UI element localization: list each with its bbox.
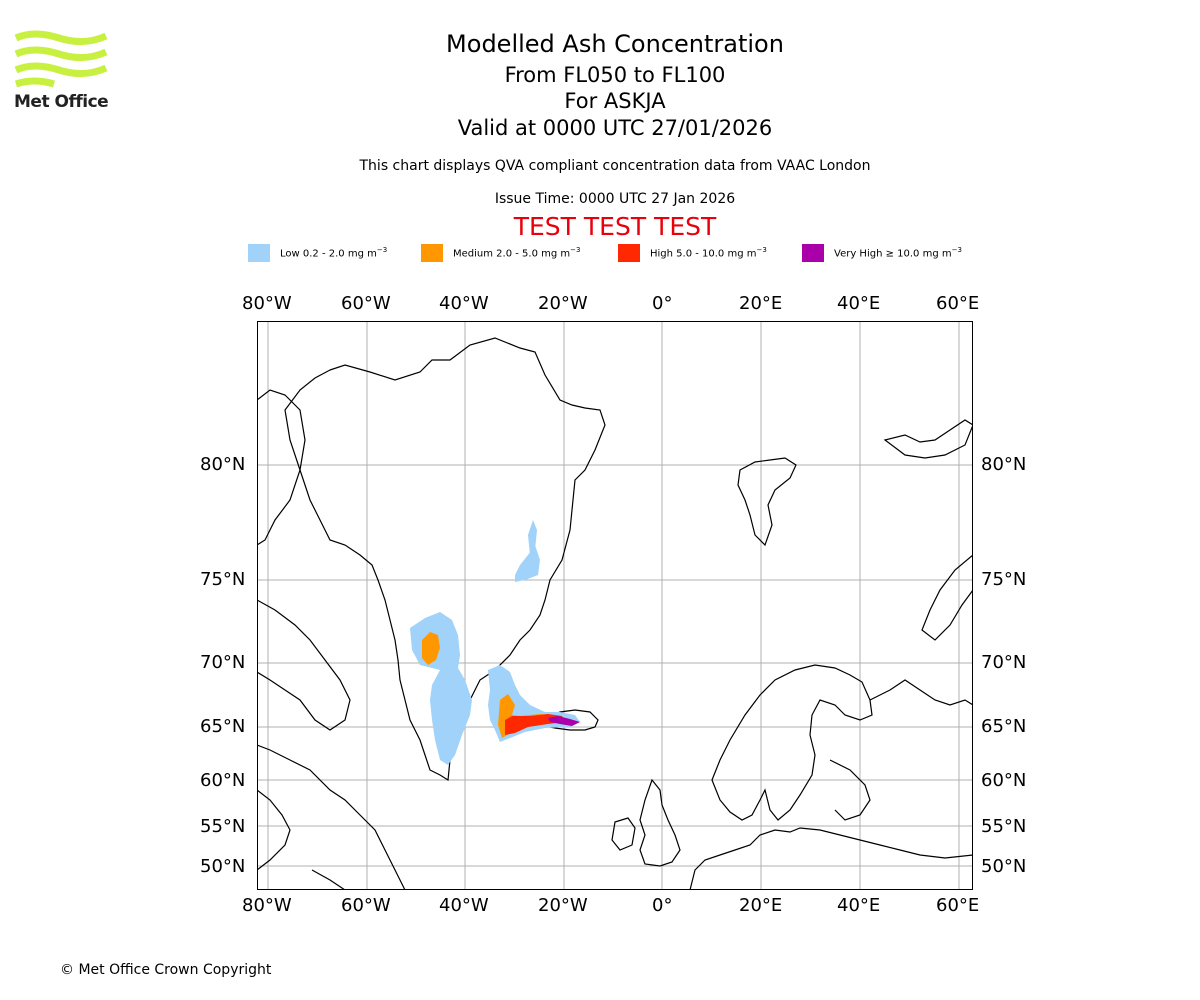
lat-label-left-75n: 75°N [200, 569, 246, 590]
met-office-logo [14, 30, 109, 110]
chart-title: Modelled Ash Concentration [446, 30, 784, 58]
greenland-coast [284, 337, 606, 782]
svalbard-coast [737, 457, 797, 547]
lon-label-bottom-20w: 20°W [538, 895, 588, 916]
britain-coast [639, 778, 681, 867]
chart-subtitle: This chart displays QVA compliant concen… [359, 158, 871, 174]
lat-label-left-60n: 60°N [200, 770, 246, 791]
issue-time: Issue Time: 0000 UTC 27 Jan 2026 [494, 191, 736, 207]
legend-label-high: High 5.0 - 10.0 mg m−3 [650, 246, 767, 260]
legend-item-low: Low 0.2 - 2.0 mg m−3 [248, 244, 387, 262]
valid-time: Valid at 0000 UTC 27/01/2026 [457, 116, 773, 140]
legend-label-medium: Medium 2.0 - 5.0 mg m−3 [453, 246, 581, 260]
franz-josef-coast [883, 419, 973, 459]
graticule [257, 321, 973, 890]
europe-coast [689, 827, 973, 890]
legend-item-high: High 5.0 - 10.0 mg m−3 [618, 244, 767, 262]
legend-swatch-medium [421, 244, 443, 262]
legend-swatch-very-high [802, 244, 824, 262]
lon-label-bottom-20e: 20°E [739, 895, 783, 916]
baffin-coast [257, 389, 306, 546]
copyright: © Met Office Crown Copyright [60, 962, 272, 978]
legend-item-very-high: Very High ≥ 10.0 mg m−3 [802, 244, 962, 262]
lon-label-top-60e: 60°E [936, 293, 980, 314]
baffin-island-coast [257, 599, 351, 731]
lat-label-left-65n: 65°N [200, 716, 246, 737]
lat-label-right-80n: 80°N [981, 454, 1027, 475]
kola-coast [869, 679, 973, 706]
lon-label-top-20e: 20°E [739, 293, 783, 314]
flight-level-range: From FL050 to FL100 [504, 63, 726, 87]
legend-label-low: Low 0.2 - 2.0 mg m−3 [280, 246, 388, 260]
novaya-zemlya-coast [921, 554, 973, 641]
ash-area-medium [422, 632, 440, 665]
hudson-coast [257, 789, 291, 871]
ash-area-low-streak [528, 520, 537, 555]
scandinavia-coast [711, 664, 873, 821]
legend-swatch-low [248, 244, 270, 262]
lon-label-bottom-60w: 60°W [341, 895, 391, 916]
lat-label-right-70n: 70°N [981, 652, 1027, 673]
lon-label-top-0: 0° [652, 293, 673, 314]
ash-area-low [410, 612, 472, 765]
map-frame [257, 321, 973, 890]
volcano-name: For ASKJA [564, 89, 666, 113]
lon-label-bottom-40w: 40°W [439, 895, 489, 916]
lon-label-top-40w: 40°W [439, 293, 489, 314]
lat-label-right-55n: 55°N [981, 816, 1027, 837]
ash-area-low-north [515, 545, 540, 582]
lat-label-left-50n: 50°N [200, 856, 246, 877]
ash-map [257, 321, 973, 890]
lon-label-top-80w: 80°W [242, 293, 292, 314]
lat-label-right-65n: 65°N [981, 716, 1027, 737]
ireland-coast [611, 817, 636, 851]
lon-label-top-60w: 60°W [341, 293, 391, 314]
lat-label-left-55n: 55°N [200, 816, 246, 837]
lat-label-right-50n: 50°N [981, 856, 1027, 877]
labrador-coast [257, 744, 406, 890]
lon-label-bottom-80w: 80°W [242, 895, 292, 916]
lon-label-top-20w: 20°W [538, 293, 588, 314]
lon-label-bottom-60e: 60°E [936, 895, 980, 916]
lon-label-bottom-40e: 40°E [837, 895, 881, 916]
lat-label-right-75n: 75°N [981, 569, 1027, 590]
test-banner: TEST TEST TEST [513, 212, 717, 241]
met-office-logo-icon [14, 30, 108, 88]
lon-label-bottom-0: 0° [652, 895, 673, 916]
legend-label-very-high: Very High ≥ 10.0 mg m−3 [834, 246, 962, 260]
lat-label-right-60n: 60°N [981, 770, 1027, 791]
met-office-logo-text: Met Office [14, 92, 109, 112]
legend-item-medium: Medium 2.0 - 5.0 mg m−3 [421, 244, 580, 262]
ash-area-very-high [548, 716, 580, 726]
lon-label-top-40e: 40°E [837, 293, 881, 314]
coastlines [257, 337, 973, 890]
ash-concentration [410, 520, 580, 765]
legend-swatch-high [618, 244, 640, 262]
lat-label-left-70n: 70°N [200, 652, 246, 673]
lat-label-left-80n: 80°N [200, 454, 246, 475]
